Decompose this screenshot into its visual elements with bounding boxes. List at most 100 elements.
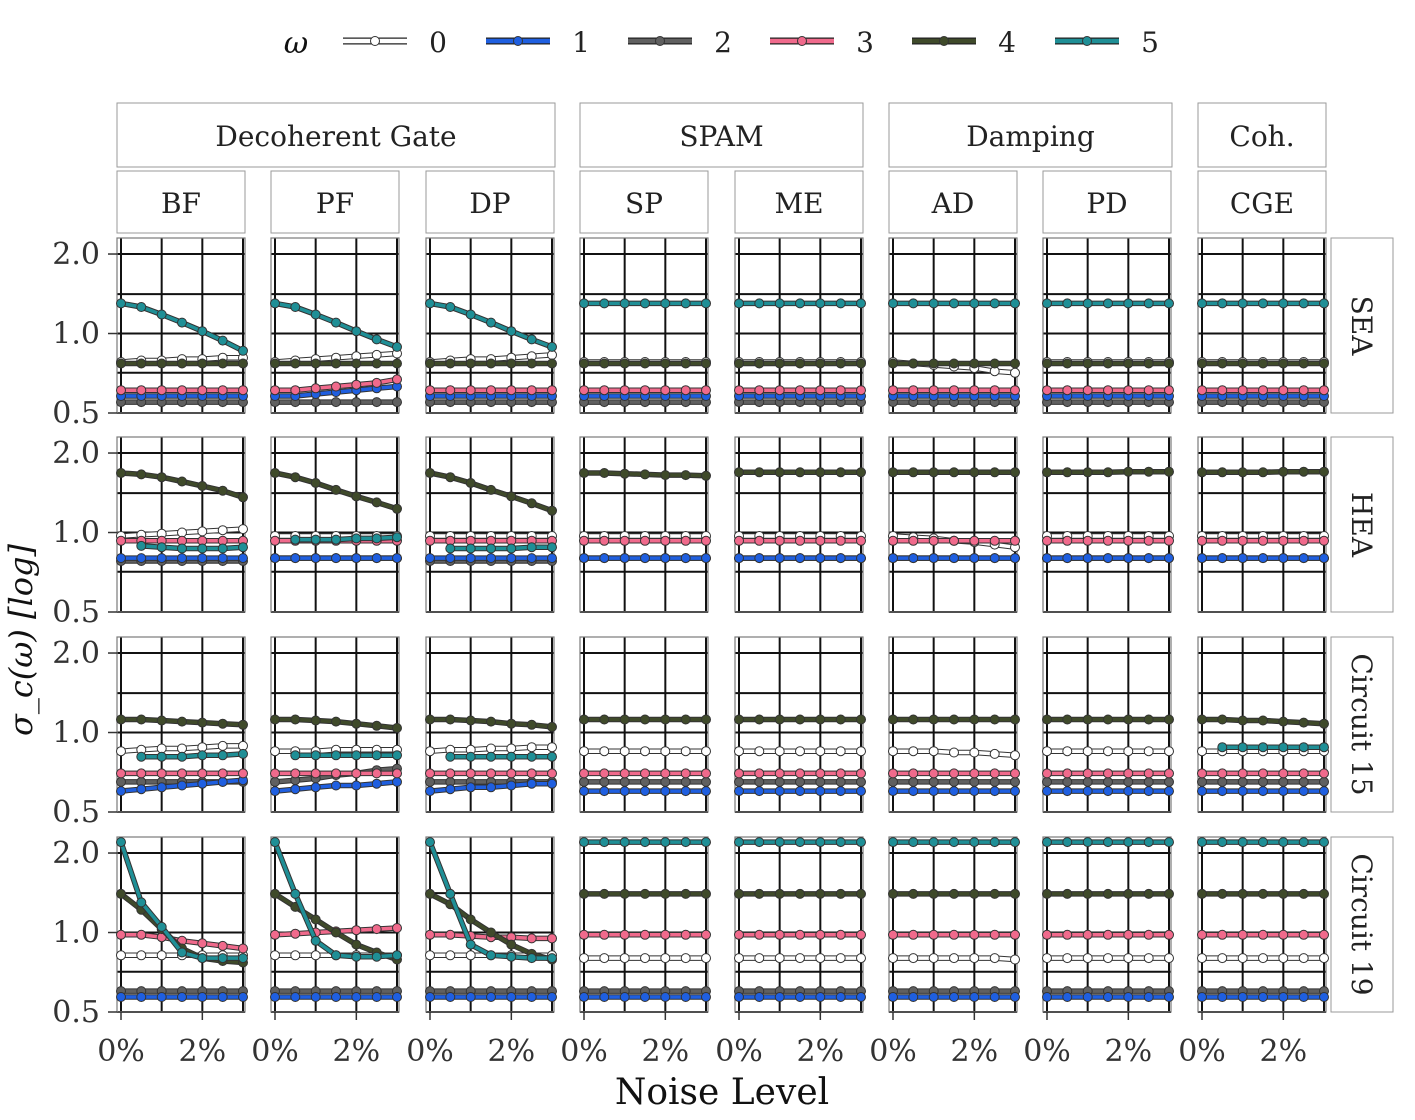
x-tick-label: 0% [560, 1034, 608, 1069]
data-point [136, 784, 147, 795]
data-point [310, 950, 321, 961]
data-point [465, 950, 476, 961]
legend-marker [513, 36, 523, 46]
data-point [425, 888, 435, 899]
series-0 [1042, 746, 1174, 757]
data-point [579, 888, 589, 899]
data-point [1258, 888, 1268, 899]
panel-border [1197, 836, 1327, 1013]
series-2 [270, 397, 402, 408]
data-point [156, 921, 167, 932]
series-3 [888, 768, 1020, 779]
data-point [526, 385, 537, 396]
data-point [445, 784, 456, 795]
legend: ω 0 1 2 3 4 5 [284, 26, 1159, 61]
data-point [197, 778, 208, 789]
panel-hea-pf [270, 436, 402, 613]
data-point [774, 888, 785, 899]
data-point [1197, 837, 1207, 848]
data-point [270, 298, 280, 309]
data-point [660, 929, 671, 940]
data-point [949, 992, 959, 1002]
panel-sea-dp [425, 237, 557, 414]
series-4 [116, 714, 248, 730]
data-point [331, 381, 341, 392]
data-point [1143, 714, 1154, 725]
data-point [331, 927, 341, 938]
series-5 [116, 837, 248, 964]
data-point [1217, 888, 1228, 899]
data-point [1319, 837, 1329, 848]
panel-circuit-19-pf [270, 836, 402, 1013]
data-point [619, 358, 630, 369]
series-3 [579, 385, 711, 396]
data-point [774, 358, 785, 369]
column-strip-label: DP [469, 187, 510, 220]
y-tick-label: 1.0 [52, 317, 100, 352]
panel-hea-dp [425, 436, 557, 613]
series-4 [1042, 466, 1174, 478]
data-point [640, 535, 650, 546]
data-point [445, 929, 456, 940]
data-point [1042, 467, 1052, 478]
data-point [351, 397, 362, 408]
data-point [1258, 553, 1268, 564]
data-point [1010, 776, 1020, 787]
series-1 [888, 992, 1020, 1002]
data-point [270, 535, 280, 546]
data-point [734, 385, 744, 396]
column-strip-label: ME [774, 187, 823, 220]
data-point [465, 715, 476, 726]
data-point [795, 385, 805, 396]
data-point [486, 782, 496, 793]
series-3 [1042, 535, 1174, 546]
data-point [547, 358, 557, 369]
series-1 [1042, 553, 1174, 564]
data-point [1010, 837, 1020, 848]
data-point [1010, 929, 1020, 940]
series-4 [579, 714, 711, 725]
data-point [445, 358, 456, 369]
data-point [815, 385, 826, 396]
data-point [1237, 953, 1248, 964]
legend-title: ω [284, 26, 308, 61]
data-point [908, 467, 919, 478]
data-point [526, 553, 537, 564]
panel-border [1197, 237, 1327, 414]
data-point [238, 553, 248, 564]
panel-background [1043, 437, 1171, 612]
data-point [1197, 535, 1207, 546]
data-point [835, 888, 846, 899]
legend-label: 2 [714, 26, 732, 59]
data-point [835, 929, 846, 940]
series-2 [579, 397, 711, 408]
data-point [392, 532, 402, 543]
data-point [1217, 776, 1228, 787]
data-point [599, 553, 610, 564]
data-point [331, 716, 341, 727]
data-point [701, 385, 711, 396]
panel-border [270, 237, 400, 414]
data-point [989, 298, 1000, 309]
data-point [1258, 786, 1268, 797]
data-point [1237, 786, 1248, 797]
data-point [425, 535, 435, 546]
data-point [331, 397, 341, 408]
data-point [908, 768, 919, 779]
data-point [1278, 742, 1289, 753]
data-point [290, 472, 301, 483]
data-point [1164, 553, 1174, 564]
data-point [1103, 992, 1113, 1002]
y-tick-label: 1.0 [52, 716, 100, 751]
data-point [1217, 837, 1228, 848]
data-point [1164, 992, 1174, 1002]
legend-marker [370, 36, 380, 46]
data-point [928, 837, 939, 848]
data-point [1197, 768, 1207, 779]
data-point [197, 385, 208, 396]
data-point [1217, 786, 1228, 797]
column-strip-label: CGE [1230, 187, 1294, 220]
series-3 [116, 768, 248, 779]
data-point [640, 358, 650, 369]
data-point [888, 746, 898, 757]
